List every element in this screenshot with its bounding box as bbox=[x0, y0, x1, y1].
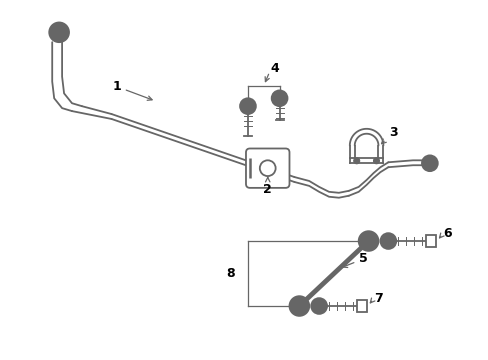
Circle shape bbox=[240, 98, 255, 114]
Text: 6: 6 bbox=[443, 227, 451, 240]
Text: 8: 8 bbox=[225, 267, 234, 280]
Text: 2: 2 bbox=[263, 177, 271, 196]
Circle shape bbox=[358, 231, 378, 251]
Bar bbox=[356, 300, 366, 312]
Text: 7: 7 bbox=[373, 292, 382, 305]
Circle shape bbox=[49, 22, 69, 42]
Circle shape bbox=[271, 90, 287, 106]
Circle shape bbox=[310, 298, 326, 314]
Text: 5: 5 bbox=[342, 252, 367, 267]
Circle shape bbox=[380, 233, 395, 249]
Bar bbox=[425, 235, 435, 247]
Text: 1: 1 bbox=[112, 80, 152, 100]
Text: 3: 3 bbox=[381, 126, 397, 144]
Circle shape bbox=[373, 158, 379, 164]
FancyBboxPatch shape bbox=[245, 148, 289, 188]
Circle shape bbox=[289, 296, 308, 316]
Text: 4: 4 bbox=[270, 62, 279, 75]
Circle shape bbox=[353, 158, 359, 164]
Circle shape bbox=[421, 156, 437, 171]
